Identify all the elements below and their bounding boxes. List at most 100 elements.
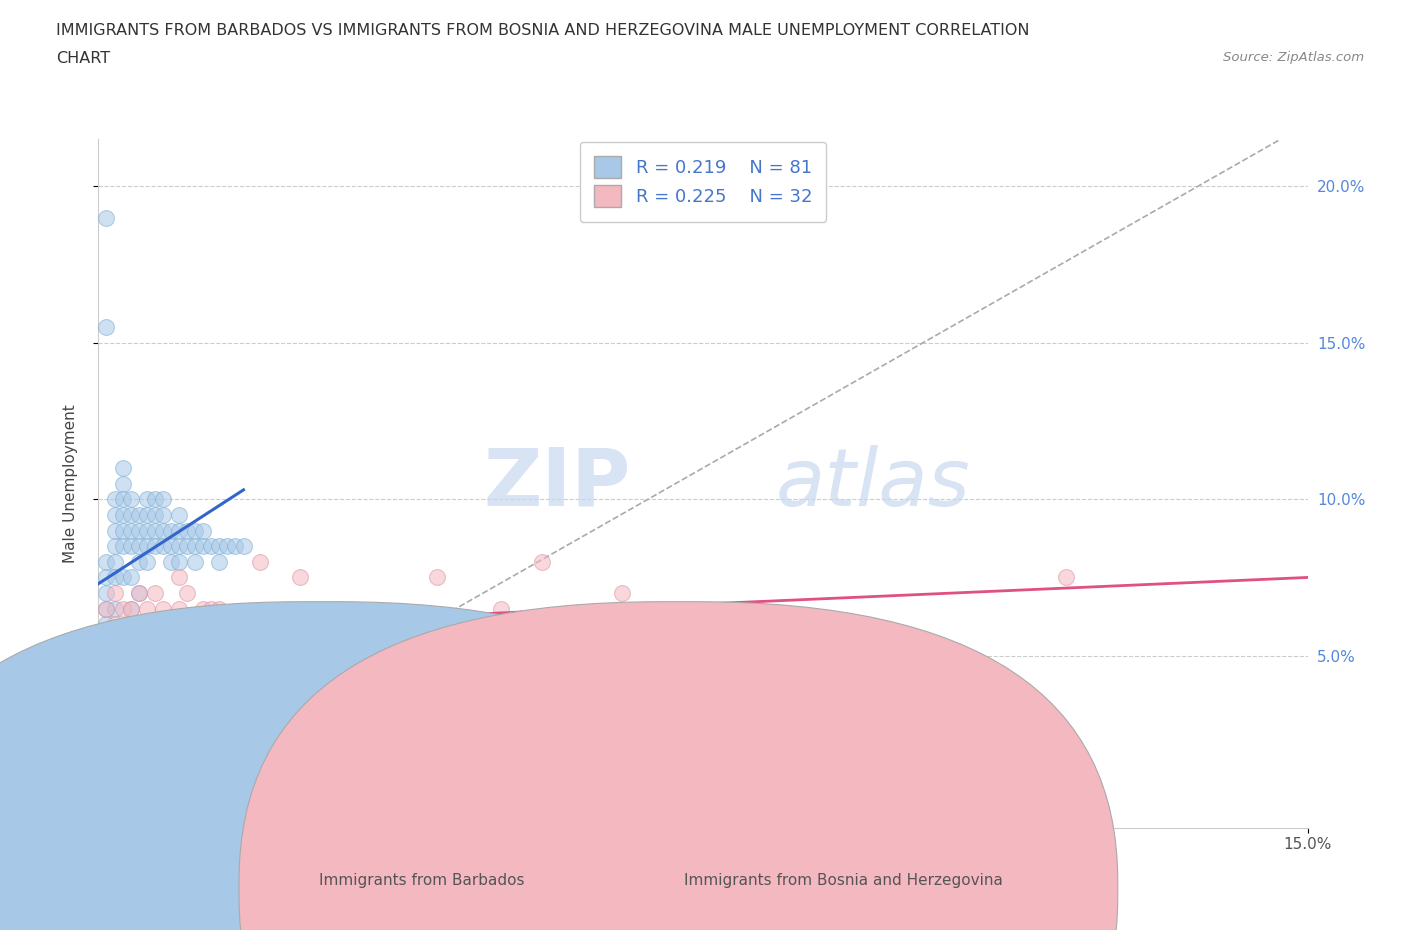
Point: [208, 538, 231, 553]
Point: [249, 554, 271, 569]
Point: [184, 523, 207, 538]
Point: [176, 538, 198, 553]
Point: [111, 523, 134, 538]
Legend: R = 0.219    N = 81, R = 0.225    N = 32: R = 0.219 N = 81, R = 0.225 N = 32: [579, 141, 827, 222]
Point: [184, 538, 207, 553]
Point: [128, 538, 150, 553]
Point: [96, 711, 118, 725]
Point: [111, 460, 134, 475]
Point: [193, 602, 215, 617]
Point: [96, 570, 118, 585]
Point: [200, 602, 222, 617]
Point: [135, 508, 157, 523]
Point: [288, 570, 311, 585]
Point: [120, 602, 142, 617]
Point: [135, 538, 157, 553]
Point: [135, 602, 157, 617]
Point: [111, 476, 134, 491]
Point: [176, 523, 198, 538]
Point: [103, 554, 125, 569]
Point: [208, 554, 231, 569]
Point: [200, 538, 222, 553]
Point: [111, 632, 134, 647]
Point: [217, 538, 239, 553]
Point: [120, 538, 142, 553]
Point: [152, 492, 174, 507]
Text: Source: ZipAtlas.com: Source: ZipAtlas.com: [1223, 51, 1364, 64]
Point: [103, 492, 125, 507]
Point: [96, 320, 118, 335]
Point: [1054, 570, 1077, 585]
Point: [103, 680, 125, 695]
Point: [128, 586, 150, 601]
Point: [135, 492, 157, 507]
Point: [96, 648, 118, 663]
Point: [111, 570, 134, 585]
Point: [96, 726, 118, 741]
Point: [143, 586, 166, 601]
Point: [111, 492, 134, 507]
Point: [232, 538, 254, 553]
Point: [167, 570, 190, 585]
Point: [96, 210, 118, 225]
Point: [120, 508, 142, 523]
Point: [111, 648, 134, 663]
Point: [160, 523, 183, 538]
Point: [167, 554, 190, 569]
Point: [103, 617, 125, 631]
Point: [96, 711, 118, 725]
Point: [208, 602, 231, 617]
Point: [143, 523, 166, 538]
Point: [193, 523, 215, 538]
Text: Immigrants from Barbados: Immigrants from Barbados: [319, 873, 524, 888]
Text: IMMIGRANTS FROM BARBADOS VS IMMIGRANTS FROM BOSNIA AND HERZEGOVINA MALE UNEMPLOY: IMMIGRANTS FROM BARBADOS VS IMMIGRANTS F…: [56, 23, 1029, 38]
Point: [103, 648, 125, 663]
Text: ZIP: ZIP: [484, 445, 630, 523]
Point: [135, 554, 157, 569]
Point: [103, 664, 125, 679]
Point: [224, 538, 246, 553]
Point: [152, 602, 174, 617]
Point: [103, 602, 125, 617]
Point: [167, 602, 190, 617]
Point: [111, 508, 134, 523]
Point: [96, 680, 118, 695]
Point: [111, 538, 134, 553]
Point: [120, 617, 142, 631]
Point: [160, 554, 183, 569]
Point: [103, 664, 125, 679]
Point: [120, 492, 142, 507]
Point: [612, 586, 634, 601]
Point: [152, 523, 174, 538]
Point: [96, 632, 118, 647]
Point: [96, 695, 118, 710]
Point: [96, 586, 118, 601]
Point: [128, 617, 150, 631]
Point: [160, 538, 183, 553]
Point: [193, 538, 215, 553]
Point: [143, 508, 166, 523]
Point: [103, 523, 125, 538]
Point: [530, 554, 553, 569]
Point: [103, 538, 125, 553]
Point: [96, 680, 118, 695]
Point: [96, 632, 118, 647]
Point: [176, 586, 198, 601]
Point: [167, 523, 190, 538]
Text: atlas: atlas: [776, 445, 970, 523]
Point: [491, 602, 513, 617]
Point: [152, 508, 174, 523]
Text: Immigrants from Bosnia and Herzegovina: Immigrants from Bosnia and Herzegovina: [685, 873, 1002, 888]
Text: CHART: CHART: [56, 51, 110, 66]
Point: [128, 523, 150, 538]
Point: [143, 492, 166, 507]
Point: [96, 602, 118, 617]
Point: [160, 617, 183, 631]
Point: [120, 602, 142, 617]
Point: [103, 632, 125, 647]
Point: [152, 538, 174, 553]
Point: [426, 570, 449, 585]
Y-axis label: Male Unemployment: Male Unemployment: [63, 405, 77, 563]
Point: [120, 523, 142, 538]
Point: [184, 554, 207, 569]
